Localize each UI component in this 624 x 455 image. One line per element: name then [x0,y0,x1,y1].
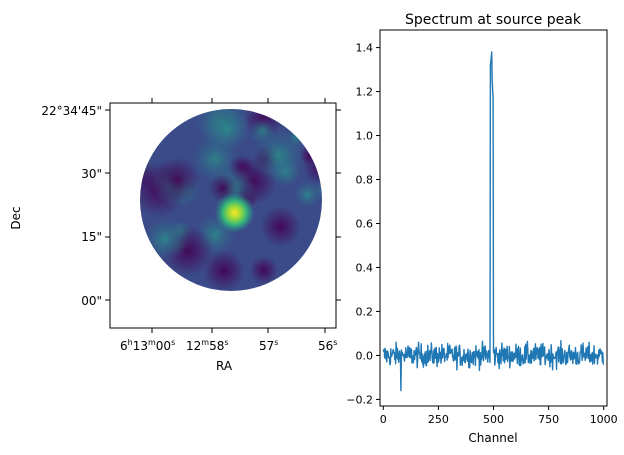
spectrum-panel: Spectrum at source peak −0.2 0.0 0.2 0.4 0.6… [346,12,617,445]
spectrum-y-tick-label: 0.8 [356,174,374,187]
dec-tick-label-1: 30" [81,167,102,181]
ra-tick-label-1: 12m58s [186,338,229,353]
spectrum-series-line [382,51,604,392]
spectrum-y-tick-label: 0.6 [356,217,374,230]
spectrum-y-tick-label: 0.0 [356,349,374,362]
heatmap-blob [154,157,200,203]
dec-axis-label: Dec [9,206,23,229]
spectrum-y-tick-label: −0.2 [346,393,373,406]
spectrum-y-tick-label: 1.0 [356,130,374,143]
spectrum-x-axis-label: Channel [468,431,517,445]
spectrum-x-tick-label: 0 [380,413,387,426]
spectrum-y-tick-label: 0.4 [356,261,374,274]
spectrum-x-tick-label: 500 [483,413,504,426]
heatmap-blob [260,206,301,247]
image-ticks [105,98,341,333]
heatmap-blob [202,109,251,154]
ra-tick-label-2: 57s [259,338,278,353]
source-peak [214,192,255,233]
spectrum-y-tick-label: 0.2 [356,305,374,318]
spectrum-y-ticks: −0.2 0.0 0.2 0.4 0.6 0.8 1.0 1.2 1.4 [346,42,380,406]
ra-tick-label-0: 6h13m00s [120,338,175,353]
image-panel: 22°34'45" 30" 15" 00" 6h13m00s 12m58s 57… [9,98,341,373]
spectrum-y-tick-label: 1.2 [356,86,374,99]
dec-tick-label-3: 00" [81,294,102,308]
ra-tick-label-3: 56s [318,338,337,353]
heatmap-blob [203,250,245,291]
spectrum-title: Spectrum at source peak [405,12,582,28]
ra-axis-label: RA [216,359,233,373]
heatmap-blob [249,256,278,285]
spectrum-x-ticks: 0 250 500 750 1000 [380,406,618,426]
dec-tick-label-0: 22°34'45" [41,104,102,118]
spectrum-x-tick-label: 1000 [590,413,618,426]
heatmap-blob [293,180,322,209]
spectrum-y-tick-label: 1.4 [356,42,374,55]
spectrum-x-tick-label: 250 [428,413,449,426]
spectrum-x-tick-label: 750 [538,413,559,426]
dec-tick-label-2: 15" [81,230,102,244]
